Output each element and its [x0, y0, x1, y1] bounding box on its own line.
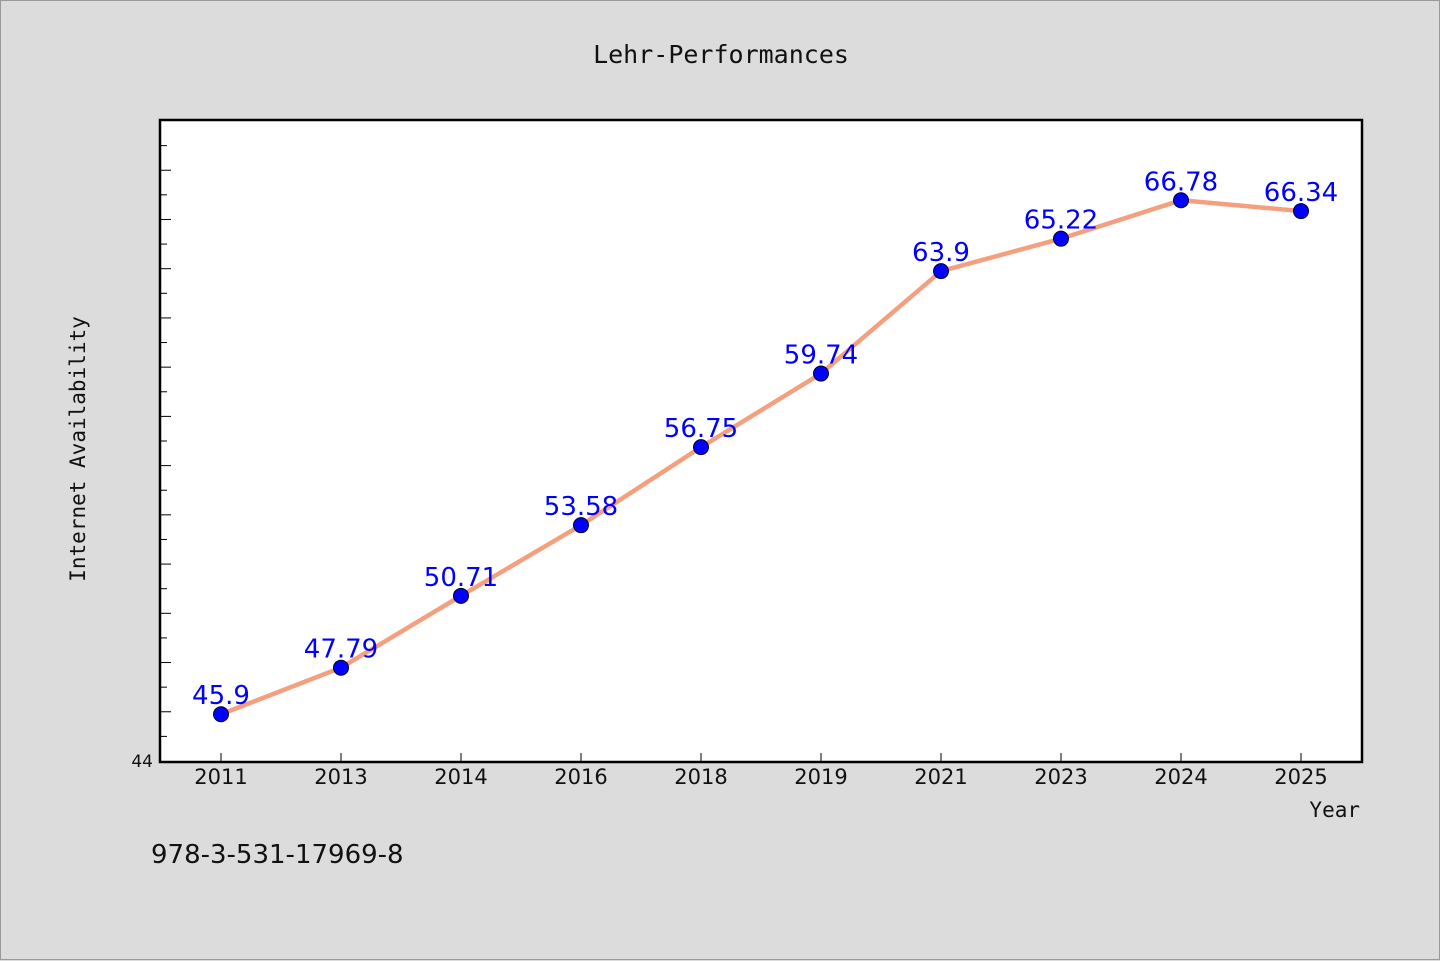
- data-label: 66.78: [1144, 167, 1218, 197]
- data-label: 56.75: [664, 414, 738, 444]
- x-tick-label-2023: 2023: [1034, 765, 1087, 789]
- series-markers: [213, 192, 1309, 723]
- data-point: [813, 365, 829, 382]
- data-point: [933, 263, 949, 280]
- y-tick-label: 44: [131, 752, 153, 772]
- data-point: [693, 439, 709, 456]
- series-line: [220, 198, 1302, 717]
- x-tick-label-2018: 2018: [674, 765, 727, 789]
- data-point: [453, 587, 469, 604]
- data-point: [333, 659, 349, 676]
- data-point: [213, 706, 229, 723]
- data-label: 59.74: [784, 341, 858, 371]
- data-labels: 45.9 47.79 50.71 53.58 56.75 59.74 63.9 65.22 66…: [192, 167, 1338, 711]
- x-tick-label-2016: 2016: [554, 765, 607, 789]
- isbn-footer: 978-3-531-17969-8: [151, 840, 404, 870]
- data-label: 66.34: [1264, 178, 1338, 208]
- x-tick-label-2025: 2025: [1274, 765, 1327, 789]
- x-tick-label-2021: 2021: [914, 765, 967, 789]
- y-axis-label: Internet Availability: [66, 316, 90, 582]
- chart-title: Lehr-Performances: [593, 40, 849, 69]
- data-point: [1053, 230, 1069, 247]
- x-tick-label-2011: 2011: [194, 765, 247, 789]
- data-label: 50.71: [424, 563, 498, 593]
- data-point: [1173, 192, 1189, 209]
- x-axis-label: Year: [1309, 798, 1360, 822]
- y-axis-ticks: 44: [131, 145, 171, 772]
- data-label: 47.79: [304, 635, 378, 665]
- data-point: [1293, 203, 1309, 220]
- x-tick-label-2013: 2013: [314, 765, 367, 789]
- data-label: 45.9: [192, 681, 250, 711]
- data-label: 65.22: [1024, 206, 1098, 236]
- x-axis-ticks: 2011 2013 2014 2016 2018 2019 2021 2023 2024 2025: [194, 753, 1328, 789]
- data-label: 53.58: [544, 492, 618, 522]
- x-tick-label-2019: 2019: [794, 765, 847, 789]
- data-label: 63.9: [912, 238, 970, 268]
- x-tick-label-2014: 2014: [434, 765, 487, 789]
- x-tick-label-2024: 2024: [1154, 765, 1207, 789]
- data-point: [573, 517, 589, 534]
